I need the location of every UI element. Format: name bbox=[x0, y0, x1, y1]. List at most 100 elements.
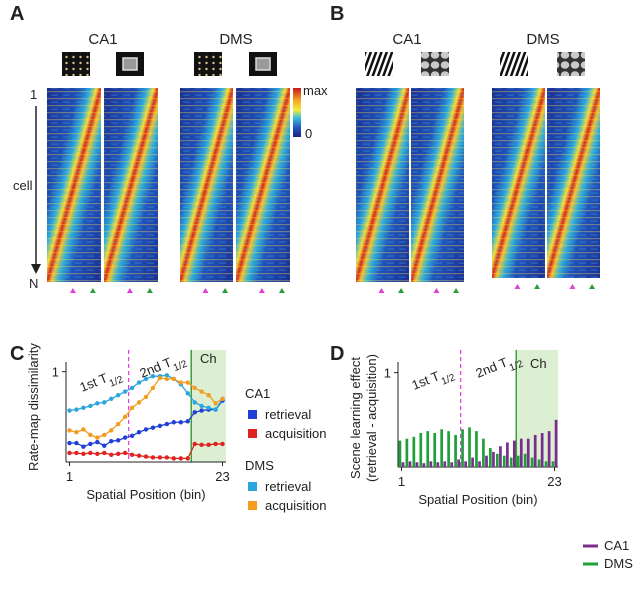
x-tick-label: 23 bbox=[547, 474, 561, 489]
point bbox=[136, 429, 142, 435]
annotation-sub: 1/2 bbox=[508, 358, 525, 374]
panel-label: B bbox=[330, 3, 344, 25]
marker-magenta bbox=[69, 288, 76, 293]
point bbox=[164, 373, 170, 378]
legend-group: CA1 bbox=[245, 386, 270, 401]
cell-first: 1 bbox=[30, 87, 37, 102]
marker-magenta bbox=[514, 284, 521, 289]
group-title: DMS bbox=[219, 31, 252, 48]
point bbox=[74, 450, 79, 456]
bar bbox=[478, 461, 481, 467]
bar bbox=[530, 457, 534, 467]
bar bbox=[523, 453, 527, 467]
point bbox=[206, 442, 211, 448]
bar bbox=[482, 438, 485, 467]
bar bbox=[540, 433, 544, 467]
point bbox=[171, 420, 177, 425]
bar bbox=[447, 431, 450, 467]
bar bbox=[405, 438, 409, 467]
annotation-sub: 1/2 bbox=[172, 358, 189, 374]
point bbox=[109, 396, 114, 401]
point bbox=[81, 427, 86, 432]
point bbox=[109, 439, 114, 444]
point bbox=[81, 451, 86, 457]
x-tick-label: 23 bbox=[215, 469, 229, 484]
bar bbox=[547, 431, 551, 467]
icon-square-inner bbox=[255, 57, 271, 71]
point bbox=[157, 455, 163, 460]
bar bbox=[495, 453, 499, 467]
point bbox=[95, 401, 100, 406]
point bbox=[220, 396, 225, 401]
point bbox=[199, 408, 204, 413]
legend-swatch bbox=[248, 482, 257, 491]
marker-green bbox=[89, 288, 96, 293]
point bbox=[143, 427, 149, 432]
bar bbox=[526, 438, 530, 467]
legend-label: retrieval bbox=[265, 407, 311, 422]
point bbox=[143, 376, 149, 382]
point bbox=[192, 441, 197, 447]
bar bbox=[506, 442, 509, 467]
marker-green bbox=[589, 284, 596, 289]
heatmap-texture bbox=[104, 88, 158, 282]
point bbox=[171, 376, 177, 382]
point bbox=[74, 429, 79, 435]
point bbox=[129, 405, 135, 411]
legend-label: acquisition bbox=[265, 498, 326, 513]
point bbox=[122, 435, 128, 440]
bar bbox=[551, 461, 555, 467]
point bbox=[109, 452, 114, 457]
point bbox=[213, 407, 218, 412]
point bbox=[185, 419, 190, 424]
marker-green bbox=[534, 284, 541, 289]
bar bbox=[412, 436, 416, 467]
heatmap-texture bbox=[547, 88, 600, 278]
marker-magenta bbox=[126, 288, 133, 293]
point bbox=[115, 451, 121, 457]
point bbox=[178, 380, 183, 385]
point bbox=[192, 410, 197, 415]
group-title: DMS bbox=[526, 31, 559, 48]
point bbox=[178, 420, 183, 425]
y-axis-label: (retrieval - acquisition) bbox=[364, 354, 379, 482]
group-title: CA1 bbox=[88, 31, 117, 48]
bar bbox=[537, 459, 541, 467]
point bbox=[74, 407, 79, 412]
bar bbox=[461, 429, 464, 467]
bar bbox=[398, 440, 402, 467]
point bbox=[67, 440, 72, 446]
legend-label: retrieval bbox=[265, 479, 311, 494]
point bbox=[150, 425, 156, 430]
marker-magenta bbox=[569, 284, 576, 289]
legend-group: DMS bbox=[245, 458, 274, 473]
point bbox=[199, 442, 204, 448]
bar bbox=[519, 438, 523, 467]
point bbox=[136, 380, 142, 385]
point bbox=[157, 375, 163, 381]
bar bbox=[426, 431, 430, 467]
icon-square-inner bbox=[122, 57, 138, 71]
point bbox=[213, 401, 218, 406]
point bbox=[206, 392, 211, 398]
annotation-sub: 1/2 bbox=[108, 374, 125, 390]
annotation-text: 1st T bbox=[410, 368, 442, 393]
legend-swatch bbox=[248, 501, 257, 510]
point bbox=[164, 421, 170, 427]
bar bbox=[408, 461, 412, 467]
bar bbox=[502, 455, 506, 467]
bar bbox=[533, 434, 537, 467]
bar bbox=[509, 457, 513, 467]
bar bbox=[454, 434, 457, 467]
bar bbox=[499, 446, 502, 467]
heatmap-texture bbox=[411, 88, 464, 282]
point bbox=[81, 405, 86, 411]
bar bbox=[475, 431, 478, 467]
point bbox=[67, 450, 72, 456]
icon-zebra bbox=[365, 52, 393, 76]
point bbox=[129, 385, 135, 391]
bar bbox=[457, 459, 461, 467]
legend-label: acquisition bbox=[265, 426, 326, 441]
annotation-sub: 1/2 bbox=[440, 372, 457, 388]
bar bbox=[443, 461, 447, 467]
